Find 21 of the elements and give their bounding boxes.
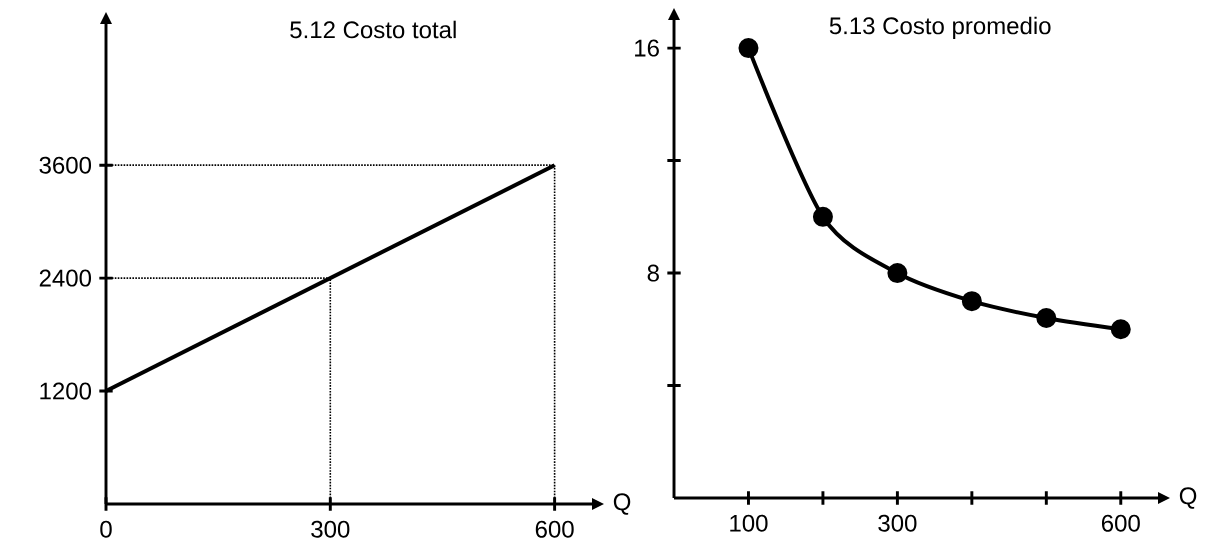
- y-tick-label: 1200: [40, 382, 92, 400]
- x-tick-label: 300: [878, 514, 917, 532]
- point: [1036, 308, 1057, 329]
- point: [812, 206, 833, 227]
- y-tick-label: 16: [635, 39, 659, 57]
- y-tick-label: 8: [647, 264, 659, 282]
- point: [887, 263, 908, 284]
- x-tick-label: 100: [730, 514, 768, 532]
- point: [738, 38, 759, 59]
- chart-title: 5.13 Costo promedio: [829, 16, 1051, 40]
- x-tick-label: 600: [1101, 514, 1140, 532]
- x-tick-label: 600: [535, 520, 574, 538]
- y-tick-label: 3600: [39, 156, 92, 174]
- x-tick-label: 0: [100, 520, 112, 538]
- x-axis-title: Q: [613, 493, 631, 515]
- chart-title: 5.12 Costo total: [290, 20, 456, 39]
- point: [961, 291, 982, 312]
- y-tick-label: 2400: [39, 269, 92, 287]
- x-tick-label: 300: [311, 520, 350, 538]
- point: [1110, 319, 1131, 340]
- x-axis-title: Q: [1179, 487, 1197, 509]
